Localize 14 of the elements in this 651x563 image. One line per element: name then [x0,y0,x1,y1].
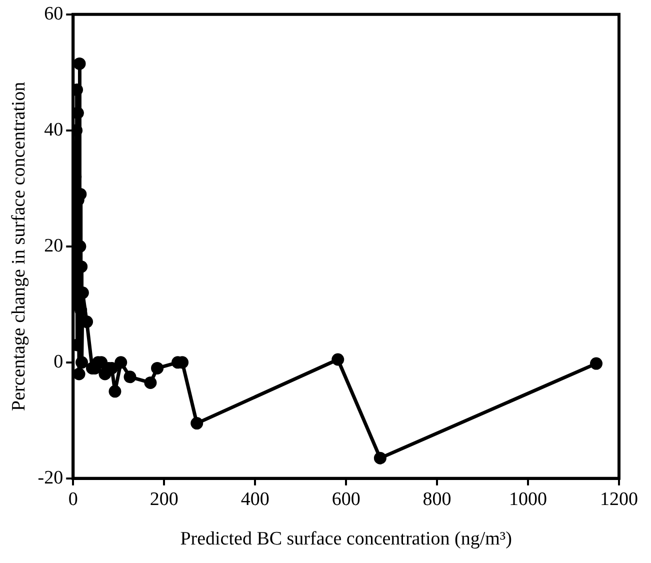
y-tick-label: -20 [38,467,64,488]
y-tick-label: 60 [44,3,64,24]
x-tick-label: 400 [240,488,270,510]
x-tick-label: 600 [332,488,360,510]
y-axis-title: Percentage change in surface concentration [8,81,30,411]
y-tick-label: 20 [44,235,64,256]
y-tick-label: 0 [54,351,64,372]
x-axis-title: Predicted BC surface concentration (ng/m³) [180,528,512,550]
x-tick-label: 1000 [509,488,548,510]
x-tick-label: 1200 [600,488,638,510]
y-tick-label: 40 [44,119,64,140]
x-tick-label: 0 [68,488,78,510]
x-tick-label: 800 [422,488,452,510]
x-tick-label: 200 [150,488,178,510]
